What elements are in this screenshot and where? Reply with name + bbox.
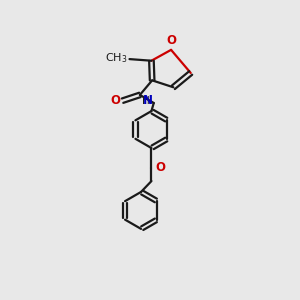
Text: O: O [110,94,120,107]
Text: N: N [142,94,153,107]
Text: H: H [142,96,150,106]
Text: O: O [156,161,166,174]
Text: CH$_3$: CH$_3$ [105,51,127,65]
Text: O: O [167,34,176,47]
